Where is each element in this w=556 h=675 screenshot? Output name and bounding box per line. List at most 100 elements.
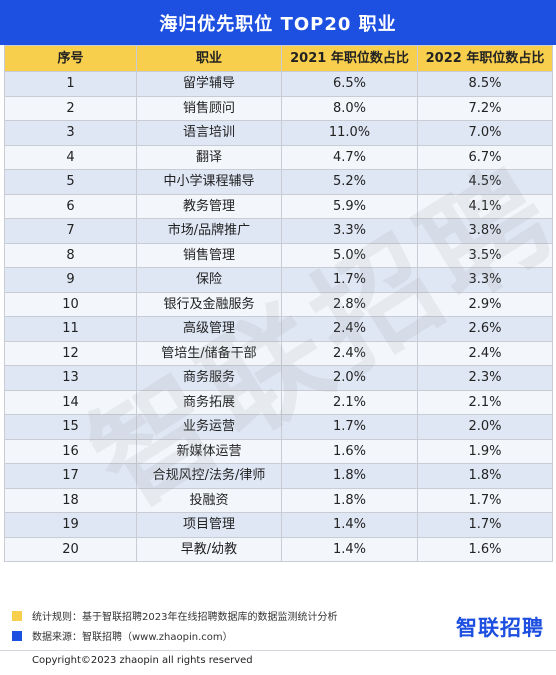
blue-square-icon <box>12 630 22 641</box>
rank-cell: 19 <box>4 512 137 538</box>
occupation-cell: 银行及金融服务 <box>136 291 282 317</box>
occupation-cell: 市场/品牌推广 <box>136 218 282 244</box>
page-title: 海归优先职位 TOP20 职业 <box>0 0 556 45</box>
occupation-cell: 投融资 <box>136 487 282 513</box>
share-2022-cell: 4.1% <box>417 193 553 219</box>
table-row: 1 留学辅导 6.5% 8.5% <box>4 71 553 97</box>
table-row: 17 合规风控/法务/律师 1.8% 1.8% <box>4 463 553 489</box>
table-row: 5 中小学课程辅导 5.2% 4.5% <box>4 169 553 195</box>
occupation-cell: 合规风控/法务/律师 <box>136 463 282 489</box>
occupation-cell: 项目管理 <box>136 512 282 538</box>
share-2022-cell: 7.2% <box>417 95 553 121</box>
share-2021-cell: 8.0% <box>281 95 418 121</box>
stat-rule-text: 统计规则：基于智联招聘2023年在线招聘数据库的数据监测统计分析 <box>32 612 338 623</box>
footer-divider <box>0 650 556 651</box>
occupation-cell: 管培生/储备干部 <box>136 340 282 366</box>
share-2022-cell: 2.1% <box>417 389 553 415</box>
share-2021-cell: 1.8% <box>281 463 418 489</box>
rank-cell: 10 <box>4 291 137 317</box>
occupation-cell: 高级管理 <box>136 316 282 342</box>
table-header-row: 序号 职业 2021 年职位数占比 2022 年职位数占比 <box>4 45 553 72</box>
share-2022-cell: 3.5% <box>417 242 553 268</box>
share-2022-cell: 1.6% <box>417 536 553 562</box>
share-2022-cell: 2.6% <box>417 316 553 342</box>
data-source-note: 数据来源：智联招聘（www.zhaopin.com） <box>12 628 233 643</box>
table-row: 18 投融资 1.8% 1.7% <box>4 487 553 513</box>
share-2022-cell: 8.5% <box>417 71 553 97</box>
rank-cell: 11 <box>4 316 137 342</box>
column-header-2021-share: 2021 年职位数占比 <box>281 45 418 72</box>
stat-rule-note: 统计规则：基于智联招聘2023年在线招聘数据库的数据监测统计分析 <box>12 608 337 623</box>
table-row: 19 项目管理 1.4% 1.7% <box>4 512 553 538</box>
table-row: 16 新媒体运营 1.6% 1.9% <box>4 438 553 464</box>
rank-cell: 20 <box>4 536 137 562</box>
share-2021-cell: 2.4% <box>281 340 418 366</box>
share-2022-cell: 4.5% <box>417 169 553 195</box>
table-row: 20 早教/幼教 1.4% 1.6% <box>4 536 553 562</box>
table-row: 6 教务管理 5.9% 4.1% <box>4 193 553 219</box>
rank-cell: 1 <box>4 71 137 97</box>
occupation-cell: 商务拓展 <box>136 389 282 415</box>
rank-cell: 7 <box>4 218 137 244</box>
share-2022-cell: 2.9% <box>417 291 553 317</box>
table-row: 3 语言培训 11.0% 7.0% <box>4 120 553 146</box>
rank-cell: 13 <box>4 365 137 391</box>
occupation-cell: 业务运营 <box>136 414 282 440</box>
share-2022-cell: 1.7% <box>417 487 553 513</box>
occupation-cell: 保险 <box>136 267 282 293</box>
share-2022-cell: 2.3% <box>417 365 553 391</box>
share-2021-cell: 1.4% <box>281 536 418 562</box>
rank-cell: 14 <box>4 389 137 415</box>
share-2022-cell: 3.3% <box>417 267 553 293</box>
share-2022-cell: 2.4% <box>417 340 553 366</box>
occupation-cell: 语言培训 <box>136 120 282 146</box>
yellow-square-icon <box>12 610 22 621</box>
share-2021-cell: 1.8% <box>281 487 418 513</box>
column-header-2022-share: 2022 年职位数占比 <box>417 45 553 72</box>
data-source-text: 数据来源：智联招聘（www.zhaopin.com） <box>32 632 233 643</box>
share-2021-cell: 2.4% <box>281 316 418 342</box>
column-header-occupation: 职业 <box>136 45 282 72</box>
table-row: 14 商务拓展 2.1% 2.1% <box>4 389 553 415</box>
share-2022-cell: 1.8% <box>417 463 553 489</box>
table-row: 11 高级管理 2.4% 2.6% <box>4 316 553 342</box>
table-row: 2 销售顾问 8.0% 7.2% <box>4 95 553 121</box>
share-2022-cell: 7.0% <box>417 120 553 146</box>
table-row: 13 商务服务 2.0% 2.3% <box>4 365 553 391</box>
occupation-cell: 中小学课程辅导 <box>136 169 282 195</box>
table-row: 10 银行及金融服务 2.8% 2.9% <box>4 291 553 317</box>
rank-cell: 18 <box>4 487 137 513</box>
rank-cell: 17 <box>4 463 137 489</box>
share-2021-cell: 1.6% <box>281 438 418 464</box>
share-2021-cell: 6.5% <box>281 71 418 97</box>
share-2022-cell: 6.7% <box>417 144 553 170</box>
occupation-cell: 早教/幼教 <box>136 536 282 562</box>
share-2021-cell: 1.7% <box>281 267 418 293</box>
occupation-cell: 商务服务 <box>136 365 282 391</box>
rank-cell: 5 <box>4 169 137 195</box>
share-2022-cell: 2.0% <box>417 414 553 440</box>
rank-cell: 4 <box>4 144 137 170</box>
rank-cell: 2 <box>4 95 137 121</box>
copyright-text: Copyright©2023 zhaopin all rights reserv… <box>32 655 253 666</box>
share-2022-cell: 1.9% <box>417 438 553 464</box>
share-2021-cell: 3.3% <box>281 218 418 244</box>
occupation-cell: 翻译 <box>136 144 282 170</box>
table-row: 15 业务运营 1.7% 2.0% <box>4 414 553 440</box>
occupation-cell: 留学辅导 <box>136 71 282 97</box>
share-2021-cell: 5.9% <box>281 193 418 219</box>
share-2021-cell: 5.2% <box>281 169 418 195</box>
table-row: 9 保险 1.7% 3.3% <box>4 267 553 293</box>
footer: 统计规则：基于智联招聘2023年在线招聘数据库的数据监测统计分析 数据来源：智联… <box>0 598 556 675</box>
share-2021-cell: 1.4% <box>281 512 418 538</box>
rank-cell: 15 <box>4 414 137 440</box>
occupation-cell: 销售管理 <box>136 242 282 268</box>
share-2022-cell: 1.7% <box>417 512 553 538</box>
share-2021-cell: 1.7% <box>281 414 418 440</box>
rank-cell: 8 <box>4 242 137 268</box>
table-row: 12 管培生/储备干部 2.4% 2.4% <box>4 340 553 366</box>
table-body: 1 留学辅导 6.5% 8.5% 2 销售顾问 8.0% 7.2% 3 语言培训 11.0% 7.0%… <box>4 71 553 562</box>
zhaopin-logo: 智联招聘 <box>456 616 544 640</box>
occupation-cell: 教务管理 <box>136 193 282 219</box>
rank-cell: 12 <box>4 340 137 366</box>
